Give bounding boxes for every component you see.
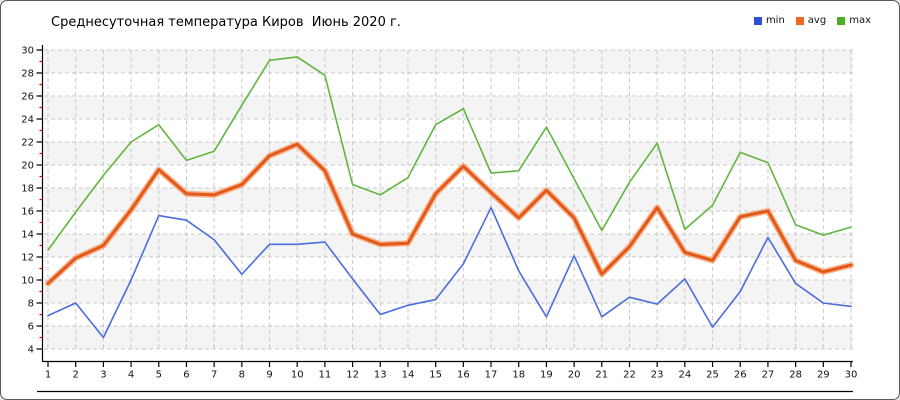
- plot-band: [44, 142, 853, 165]
- x-tick-label: 30: [845, 370, 858, 381]
- plot-band: [44, 50, 853, 73]
- plot-band: [44, 234, 853, 257]
- y-tick-label: 26: [21, 92, 34, 103]
- x-tick-label: 20: [568, 370, 581, 381]
- legend: min avg max: [753, 15, 871, 26]
- legend-item-avg[interactable]: avg: [795, 15, 827, 26]
- legend-swatch-min: [753, 16, 762, 25]
- y-tick-label: 18: [21, 184, 34, 195]
- y-tick-label: 24: [21, 115, 34, 126]
- x-tick-label: 2: [73, 370, 79, 381]
- y-tick-label: 6: [28, 322, 34, 333]
- x-tick-label: 29: [817, 370, 830, 381]
- x-tick-label: 21: [595, 370, 608, 381]
- x-tick-label: 13: [374, 370, 387, 381]
- x-tick-label: 18: [512, 370, 525, 381]
- y-tick-label: 16: [21, 207, 34, 218]
- x-tick-label: 22: [623, 370, 636, 381]
- x-tick-label: 3: [100, 370, 106, 381]
- x-tick-label: 7: [211, 370, 217, 381]
- y-tick-label: 12: [21, 253, 34, 264]
- y-tick-label: 4: [28, 345, 34, 356]
- x-tick-label: 23: [651, 370, 664, 381]
- x-tick-label: 12: [346, 370, 359, 381]
- x-tick-label: 1: [45, 370, 51, 381]
- x-tick-label: 24: [678, 370, 691, 381]
- x-tick-label: 10: [291, 370, 304, 381]
- x-tick-label: 15: [429, 370, 442, 381]
- x-tick-label: 19: [540, 370, 553, 381]
- y-tick-label: 20: [21, 161, 34, 172]
- legend-label: min: [765, 15, 785, 26]
- x-tick-label: 14: [402, 370, 415, 381]
- x-tick-label: 28: [789, 370, 802, 381]
- y-tick-label: 22: [21, 138, 34, 149]
- y-tick-label: 8: [28, 299, 34, 310]
- plot-band: [44, 96, 853, 119]
- legend-item-min[interactable]: min: [753, 15, 785, 26]
- y-tick-label: 14: [21, 230, 34, 241]
- legend-label: max: [849, 15, 871, 26]
- x-tick-label: 17: [485, 370, 498, 381]
- y-tick-label: 30: [21, 46, 34, 57]
- legend-swatch-avg: [795, 16, 804, 25]
- legend-label: avg: [807, 15, 827, 26]
- y-tick-label: 28: [21, 69, 34, 80]
- x-tick-label: 11: [319, 370, 332, 381]
- x-tick-label: 8: [239, 370, 245, 381]
- legend-swatch-max: [837, 16, 846, 25]
- legend-item-max[interactable]: max: [837, 15, 871, 26]
- series-min-line: [47, 206, 852, 339]
- chart-title: Среднесуточная температура Киров Июнь 20…: [51, 15, 401, 30]
- x-tick-label: 5: [156, 370, 162, 381]
- series-avg-line: [46, 142, 853, 285]
- x-tick-label: 27: [762, 370, 775, 381]
- y-tick-label: 10: [21, 276, 34, 287]
- series-max-line: [47, 56, 852, 251]
- x-tick-label: 6: [183, 370, 189, 381]
- plot-band: [44, 326, 853, 349]
- plot-band: [44, 280, 853, 303]
- x-tick-label: 25: [706, 370, 719, 381]
- x-tick-label: 4: [128, 370, 134, 381]
- x-tick-label: 9: [266, 370, 272, 381]
- plot-band: [44, 188, 853, 211]
- x-tick-label: 26: [734, 370, 747, 381]
- x-tick-label: 16: [457, 370, 470, 381]
